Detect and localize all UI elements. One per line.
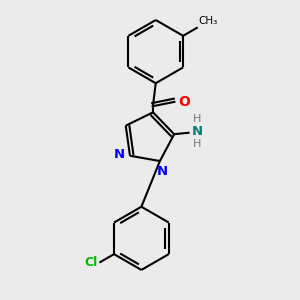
- Text: Cl: Cl: [84, 256, 98, 268]
- Text: N: N: [192, 125, 203, 138]
- Text: CH₃: CH₃: [198, 16, 218, 26]
- Text: O: O: [178, 95, 190, 109]
- Text: H: H: [193, 139, 201, 148]
- Text: N: N: [114, 148, 125, 161]
- Text: H: H: [193, 114, 201, 124]
- Text: N: N: [157, 165, 168, 178]
